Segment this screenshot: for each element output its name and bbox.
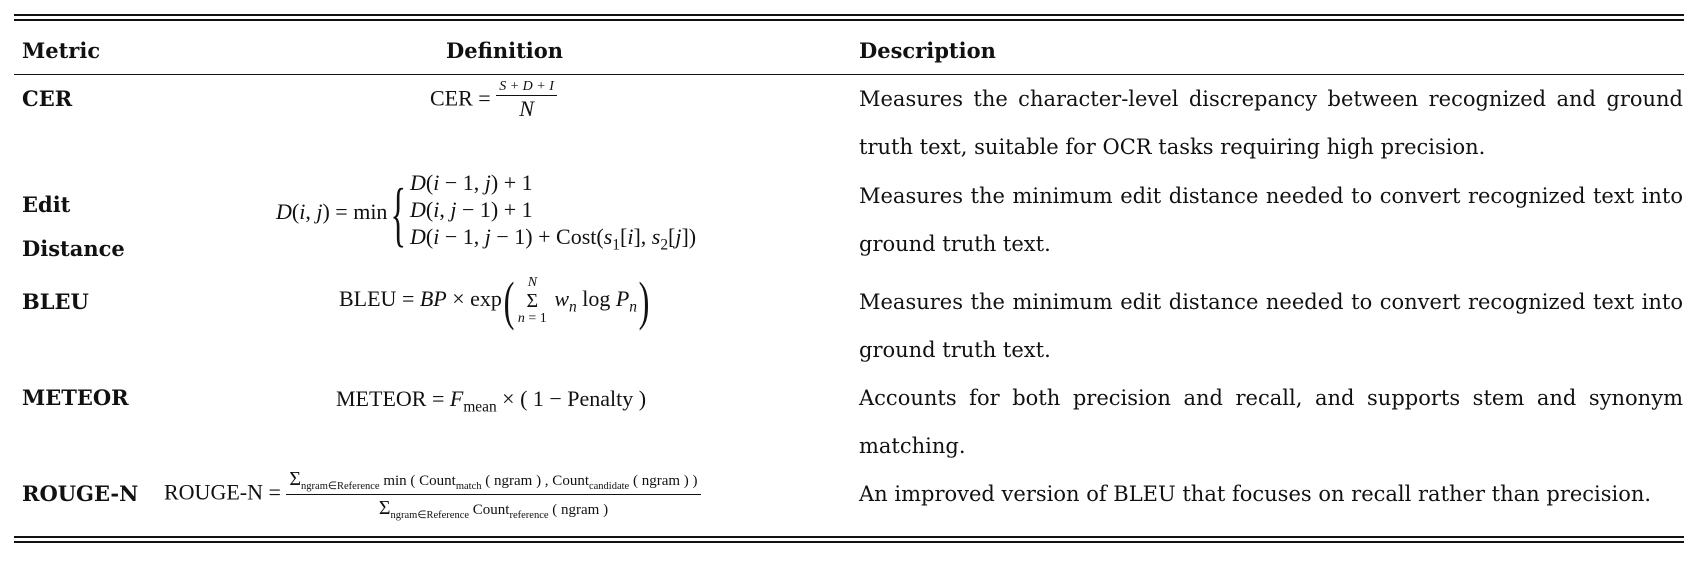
table-top-rule [14, 14, 1684, 21]
definition-formula-cer: CER = S + D + I N [430, 79, 557, 122]
definition-formula-meteor: METEOR = Fmean × ( 1 − Penalty ) [336, 386, 647, 416]
metric-cell: METEOR [22, 385, 129, 410]
table-bottom-rule [14, 536, 1684, 543]
table-row-rouge-n: ROUGE-N ROUGE-N = Σngram∈Reference min (… [14, 468, 1684, 536]
description-cell: Accounts for both precision and recall, … [859, 386, 1683, 458]
header-definition: Definition [446, 38, 564, 63]
description-cell: An improved version of BLEU that focuses… [859, 482, 1652, 506]
header-rule [14, 74, 1684, 75]
metric-cell: CER [22, 86, 73, 111]
description-cell: Measures the character-level discrepancy… [859, 87, 1683, 159]
description-cell: Measures the minimum edit distance neede… [859, 184, 1683, 256]
metrics-table: Metric Definition Description CER CER = … [14, 14, 1684, 543]
metric-cell: ROUGE-N [22, 481, 139, 506]
table-row-edit-distance: Edit Distance D(i, j) = min{ D(i − 1, j)… [14, 170, 1684, 278]
header-description: Description [859, 38, 996, 63]
table-header-row: Metric Definition Description [14, 21, 1684, 74]
description-cell: Measures the minimum edit distance neede… [859, 290, 1683, 362]
header-metric: Metric [22, 38, 101, 63]
definition-formula-edit-distance: D(i, j) = min{ D(i − 1, j) + 1 D(i, j − … [276, 170, 697, 254]
metric-cell: BLEU [22, 289, 89, 314]
table-row-cer: CER CER = S + D + I N Measures the chara… [14, 75, 1684, 175]
metric-cell: Edit Distance [22, 192, 125, 261]
table-row-meteor: METEOR METEOR = Fmean × ( 1 − Penalty ) … [14, 374, 1684, 470]
definition-formula-rouge-n: ROUGE-N = Σngram∈Reference min ( Countma… [164, 468, 701, 521]
